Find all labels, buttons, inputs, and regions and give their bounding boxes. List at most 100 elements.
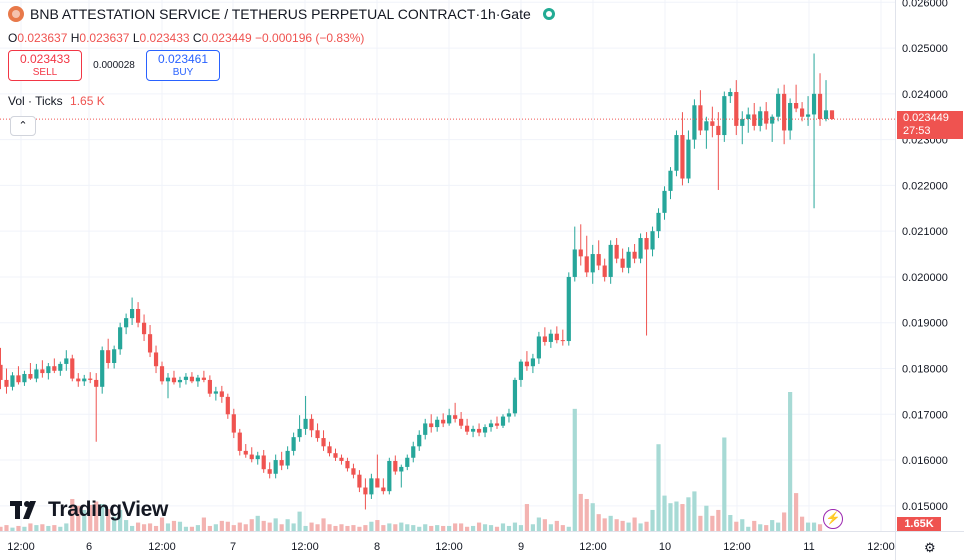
volume-bar: [488, 525, 494, 531]
volume-bar: [249, 519, 254, 531]
gear-icon[interactable]: ⚙: [924, 540, 936, 555]
sell-button[interactable]: 0.023433 SELL: [8, 50, 82, 81]
y-tick-label: 0.020000: [902, 272, 948, 284]
volume-bar: [285, 519, 290, 531]
candle-body: [171, 377, 177, 383]
volume-bar: [411, 525, 416, 531]
volume-bar: [776, 522, 781, 531]
sell-price: 0.023433: [19, 52, 71, 66]
volume-bar: [363, 525, 368, 531]
volume-bar: [183, 526, 189, 531]
candle-body: [710, 121, 715, 126]
candle-body: [728, 92, 733, 97]
candle-body: [704, 121, 709, 131]
candle-body: [686, 139, 691, 179]
candle-body: [159, 366, 165, 382]
candle-body: [219, 391, 224, 397]
volume-legend[interactable]: Vol · Ticks 1.65 K: [8, 94, 105, 108]
candle-body: [249, 454, 254, 460]
volume-bar: [303, 525, 308, 531]
candle-body: [369, 478, 374, 495]
volume-bar: [740, 519, 745, 531]
candle-body: [560, 340, 565, 342]
volume-bar: [465, 526, 470, 531]
volume-bar: [153, 525, 159, 531]
candle-body: [4, 379, 9, 387]
candle-body: [776, 93, 781, 117]
candle-body: [267, 469, 272, 474]
candle-body: [530, 358, 535, 367]
candle-body: [22, 373, 27, 383]
volume-bar: [805, 522, 811, 531]
volume-bar: [435, 525, 440, 531]
candle-body: [829, 110, 835, 120]
volume-bar: [112, 516, 117, 531]
y-tick-label: 0.022000: [902, 180, 948, 192]
volume-bar: [758, 524, 763, 531]
volume-bar: [327, 524, 332, 531]
volume-bar: [58, 526, 63, 531]
volume-bar: [728, 514, 733, 531]
candle-body: [435, 419, 440, 428]
close-value: 0.023449: [201, 31, 252, 45]
candle-body: [225, 396, 230, 415]
volume-bar: [207, 525, 212, 531]
volume-bar: [506, 525, 512, 531]
tradingview-logo-icon: [10, 501, 36, 519]
volume-bar: [482, 524, 488, 531]
candle-body: [620, 258, 625, 268]
candle-body: [632, 251, 637, 259]
candle-body: [799, 108, 805, 117]
candle-body: [124, 318, 129, 328]
volume-bar: [710, 515, 715, 531]
high-label: H: [70, 31, 80, 45]
candle-body: [237, 432, 242, 451]
volume-bar: [811, 522, 817, 531]
trade-buttons: 0.023433 SELL 0.000028 0.023461 BUY: [8, 50, 220, 81]
x-tick-label: 6: [86, 541, 92, 553]
volume-bar: [381, 525, 386, 531]
volume-label: Vol · Ticks: [8, 94, 63, 108]
volume-bar: [261, 520, 266, 531]
candle-body: [734, 92, 739, 126]
tradingview-watermark[interactable]: TradingView: [10, 498, 168, 522]
volume-bar: [40, 524, 45, 531]
volume-bar: [650, 509, 655, 531]
high-value: 0.023637: [79, 31, 130, 45]
spread-value: 0.000028: [93, 60, 135, 71]
candle-body: [662, 190, 667, 213]
candle-body: [782, 93, 787, 131]
candle-body: [548, 333, 553, 342]
volume-bar: [674, 501, 679, 531]
candle-body: [566, 276, 571, 342]
collapse-legend-button[interactable]: ⌃: [10, 116, 36, 136]
x-tick-label: 12:00: [723, 541, 751, 553]
buy-button[interactable]: 0.023461 BUY: [146, 50, 220, 81]
candle-body: [770, 116, 775, 124]
volume-bar: [375, 520, 380, 531]
symbol-name: BNB ATTESTATION SERVICE / TETHERUS PERPE…: [30, 6, 476, 22]
candle-body: [106, 350, 111, 364]
candle-body: [46, 366, 51, 374]
candle-body: [417, 434, 422, 447]
sell-label: SELL: [32, 67, 58, 78]
x-tick-label: 11: [803, 541, 814, 553]
volume-bar: [195, 525, 201, 531]
candle-body: [189, 376, 195, 382]
volume-bar: [626, 522, 631, 531]
candle-body: [339, 457, 344, 461]
candle-body: [656, 212, 661, 232]
candle-body: [381, 487, 386, 492]
open-label: O: [8, 31, 18, 45]
volume-bar: [500, 523, 506, 531]
symbol-legend[interactable]: BNB ATTESTATION SERVICE / TETHERUS PERPE…: [8, 6, 555, 22]
x-tick-label: 7: [230, 541, 236, 553]
lightning-icon[interactable]: ⚡: [823, 509, 843, 529]
candle-body: [423, 423, 428, 435]
candle-body: [70, 358, 75, 379]
candle-body: [758, 111, 763, 126]
candle-body: [722, 96, 727, 136]
candle-body: [680, 135, 685, 179]
candle-body: [52, 366, 57, 371]
